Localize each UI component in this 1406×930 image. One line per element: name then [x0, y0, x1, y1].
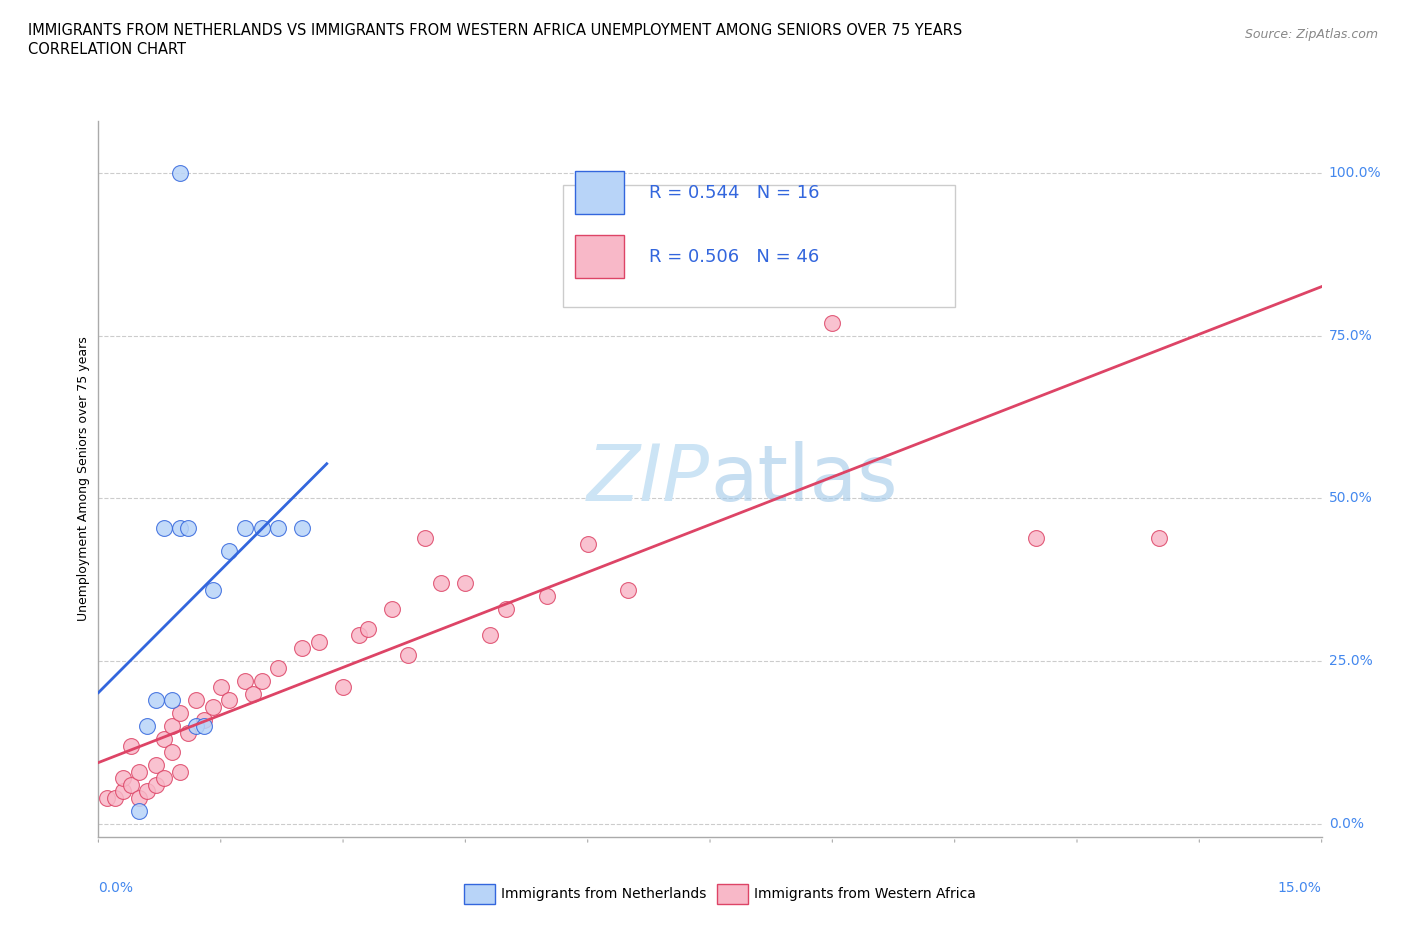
Text: IMMIGRANTS FROM NETHERLANDS VS IMMIGRANTS FROM WESTERN AFRICA UNEMPLOYMENT AMONG: IMMIGRANTS FROM NETHERLANDS VS IMMIGRANT…	[28, 23, 962, 38]
Point	[218, 693, 240, 708]
Point	[186, 719, 208, 734]
Point	[169, 521, 191, 536]
Point	[145, 758, 167, 773]
Text: 75.0%: 75.0%	[1329, 328, 1372, 343]
Point	[291, 521, 314, 536]
Point	[617, 582, 640, 597]
Text: 0.0%: 0.0%	[98, 881, 134, 896]
Point	[308, 634, 330, 649]
Point	[96, 790, 118, 805]
Point	[233, 673, 256, 688]
Point	[267, 521, 290, 536]
Point	[821, 315, 844, 330]
Point	[576, 537, 599, 551]
Point	[145, 693, 167, 708]
Point	[356, 621, 378, 636]
Text: 15.0%: 15.0%	[1278, 881, 1322, 896]
Point	[111, 771, 134, 786]
Point	[186, 693, 208, 708]
Text: 25.0%: 25.0%	[1329, 654, 1372, 669]
Text: CORRELATION CHART: CORRELATION CHART	[28, 42, 186, 57]
Text: Immigrants from Netherlands: Immigrants from Netherlands	[501, 886, 706, 901]
Point	[242, 686, 264, 701]
Point	[169, 764, 191, 779]
Text: R = 0.506   N = 46: R = 0.506 N = 46	[648, 248, 820, 266]
Point	[536, 589, 558, 604]
Point	[478, 628, 501, 643]
Point	[136, 719, 159, 734]
Point	[413, 530, 436, 545]
Point	[201, 582, 224, 597]
Point	[128, 790, 150, 805]
Point	[145, 777, 167, 792]
Bar	[575, 235, 624, 278]
FancyBboxPatch shape	[564, 185, 955, 307]
Text: 0.0%: 0.0%	[1329, 817, 1364, 831]
Text: ZIP: ZIP	[588, 441, 710, 517]
Point	[193, 719, 215, 734]
Point	[120, 738, 142, 753]
Point	[160, 693, 183, 708]
Point	[209, 680, 232, 695]
Point	[430, 576, 453, 591]
Text: R = 0.544   N = 16: R = 0.544 N = 16	[648, 183, 820, 202]
Point	[201, 699, 224, 714]
Point	[291, 641, 314, 656]
Point	[396, 647, 419, 662]
Point	[160, 719, 183, 734]
Point	[169, 166, 191, 180]
Point	[332, 680, 354, 695]
Point	[233, 521, 256, 536]
Text: 50.0%: 50.0%	[1329, 491, 1372, 506]
Y-axis label: Unemployment Among Seniors over 75 years: Unemployment Among Seniors over 75 years	[77, 337, 90, 621]
Text: Immigrants from Western Africa: Immigrants from Western Africa	[754, 886, 976, 901]
Point	[1147, 530, 1170, 545]
Bar	[575, 171, 624, 214]
Point	[136, 784, 159, 799]
Point	[177, 521, 200, 536]
Point	[349, 628, 371, 643]
Point	[495, 602, 517, 617]
Point	[104, 790, 127, 805]
Point	[177, 725, 200, 740]
Text: 100.0%: 100.0%	[1329, 166, 1381, 180]
Point	[454, 576, 477, 591]
Point	[120, 777, 142, 792]
Point	[218, 543, 240, 558]
Text: atlas: atlas	[710, 441, 897, 517]
Point	[250, 673, 273, 688]
Text: Source: ZipAtlas.com: Source: ZipAtlas.com	[1244, 28, 1378, 41]
Point	[1025, 530, 1047, 545]
Point	[193, 712, 215, 727]
Point	[267, 660, 290, 675]
Point	[160, 745, 183, 760]
Point	[152, 732, 174, 747]
Point	[128, 804, 150, 818]
Point	[152, 521, 174, 536]
Point	[152, 771, 174, 786]
Point	[780, 283, 803, 298]
Point	[111, 784, 134, 799]
Point	[381, 602, 404, 617]
Point	[250, 521, 273, 536]
Point	[169, 706, 191, 721]
Point	[128, 764, 150, 779]
